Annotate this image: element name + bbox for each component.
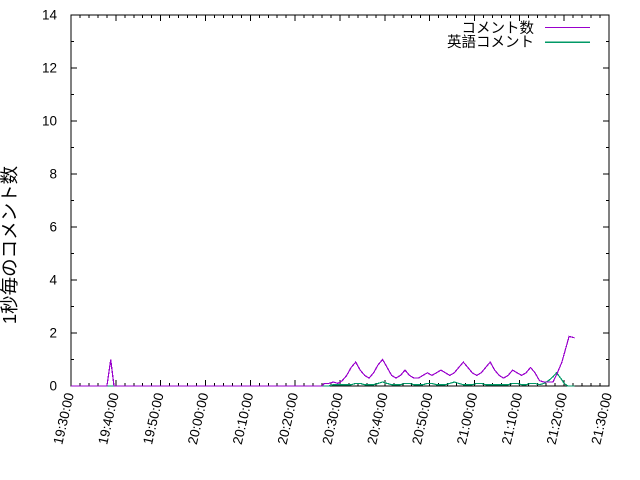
svg-text:6: 6 [49,220,57,235]
svg-text:英語コメント: 英語コメント [447,33,534,51]
svg-text:1秒毎のコメント数: 1秒毎のコメント数 [0,166,20,324]
svg-text:10: 10 [42,114,57,129]
svg-text:0: 0 [49,379,57,394]
svg-text:8: 8 [49,167,57,182]
svg-text:4: 4 [49,273,57,288]
svg-text:12: 12 [42,61,57,76]
svg-text:2: 2 [49,326,57,341]
svg-text:14: 14 [42,8,58,23]
